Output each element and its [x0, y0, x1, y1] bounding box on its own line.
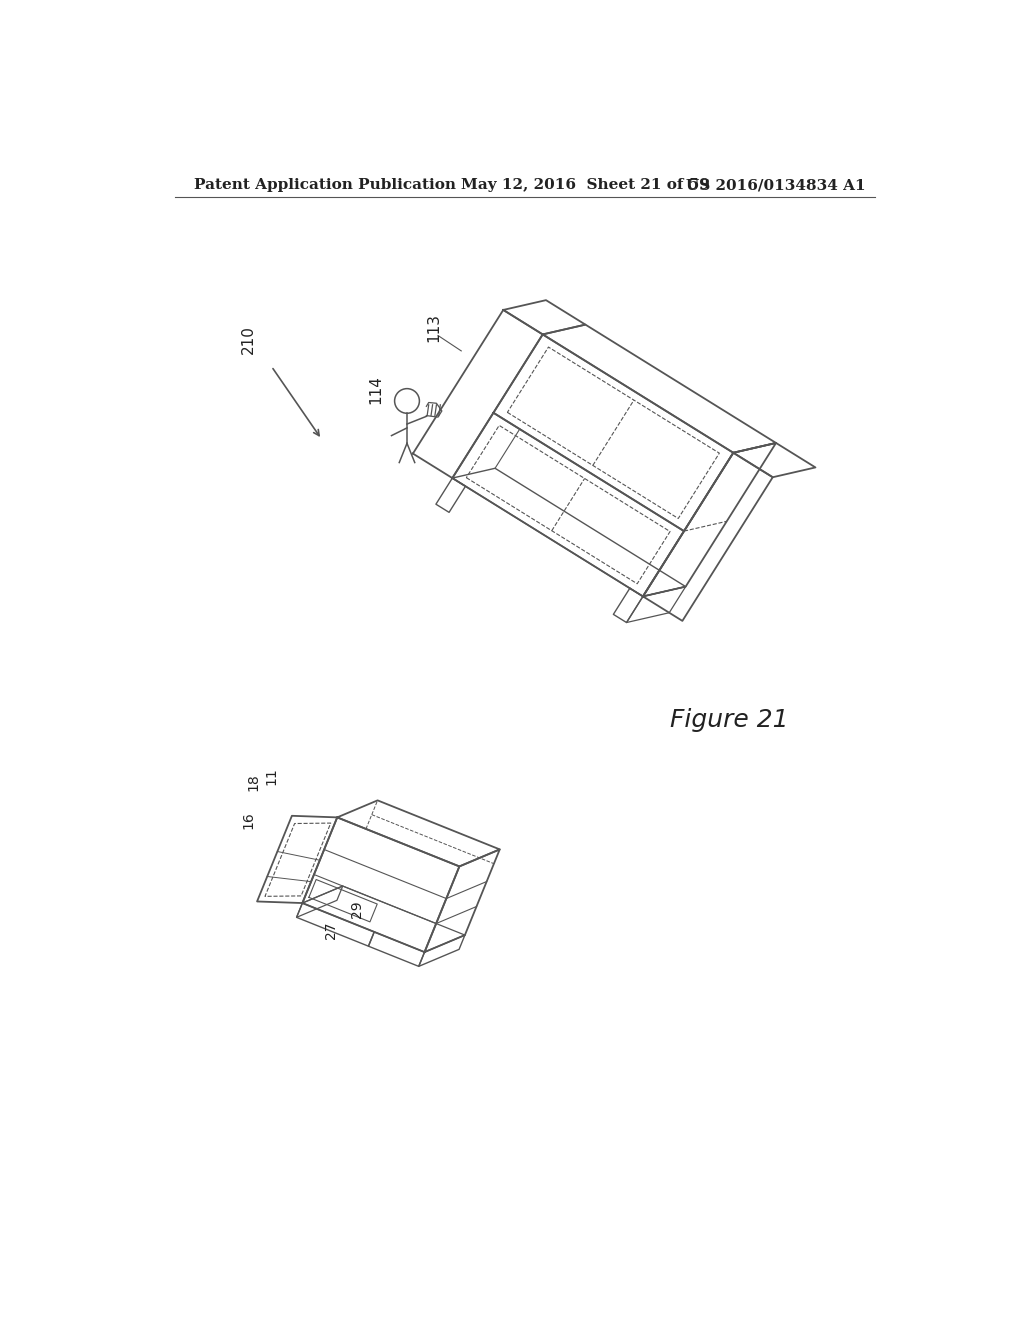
Text: 18: 18 — [247, 774, 260, 791]
Text: May 12, 2016  Sheet 21 of 59: May 12, 2016 Sheet 21 of 59 — [461, 178, 710, 193]
Text: 114: 114 — [369, 375, 384, 404]
Text: 16: 16 — [241, 812, 255, 829]
Text: 11: 11 — [264, 767, 279, 785]
Text: US 2016/0134834 A1: US 2016/0134834 A1 — [686, 178, 865, 193]
Text: 29: 29 — [349, 900, 364, 917]
Text: Patent Application Publication: Patent Application Publication — [194, 178, 456, 193]
Text: 113: 113 — [427, 313, 441, 342]
Text: Figure 21: Figure 21 — [671, 709, 790, 733]
Text: 210: 210 — [241, 325, 256, 354]
Text: 27: 27 — [324, 921, 338, 939]
